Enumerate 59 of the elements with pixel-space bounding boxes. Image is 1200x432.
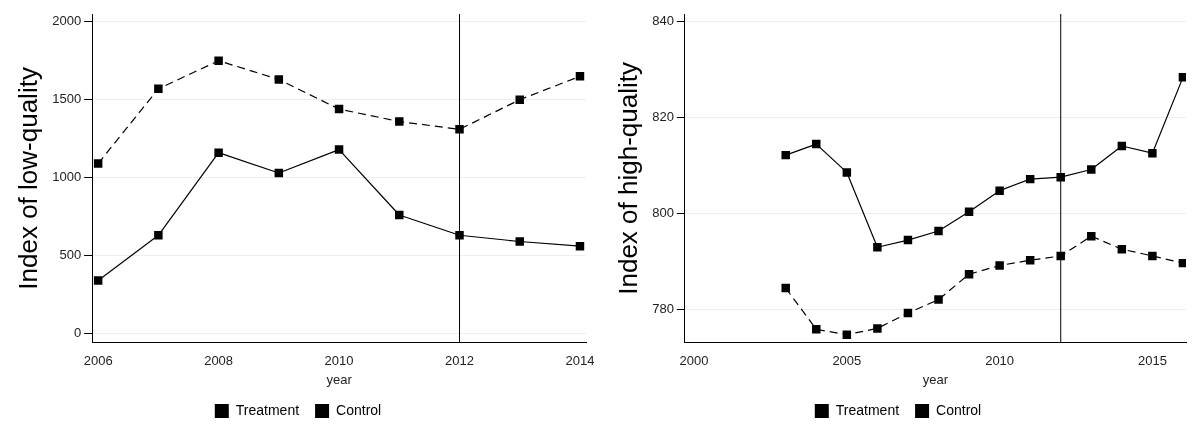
point	[214, 56, 223, 65]
y-tick-label: 840	[652, 12, 674, 28]
point	[515, 237, 524, 246]
y-tick-label: 500	[59, 247, 82, 263]
point	[1178, 73, 1186, 82]
point	[1087, 232, 1096, 241]
x-axis-title: year	[326, 371, 353, 387]
point	[842, 330, 852, 339]
point	[154, 84, 163, 94]
point	[334, 145, 344, 154]
point	[873, 243, 882, 252]
point	[214, 148, 223, 157]
x-tick-label: 2010	[985, 353, 1015, 369]
y-axis-title: Index of low-quality	[12, 67, 43, 290]
legend-label: Control	[336, 401, 382, 418]
point	[934, 226, 943, 236]
point	[812, 325, 821, 334]
x-tick-label: 2014	[565, 353, 595, 369]
x-tick-label: 2006	[83, 353, 113, 369]
point	[995, 261, 1004, 270]
y-tick-label: 0	[73, 325, 82, 341]
point	[455, 231, 464, 240]
x-tick-label: 2010	[324, 353, 354, 369]
legend-label: Treatment	[235, 401, 300, 418]
y-tick-label: 780	[652, 300, 674, 316]
point	[995, 186, 1004, 195]
point	[395, 117, 404, 126]
x-tick-label: 2005	[832, 353, 862, 369]
x-tick-label: 2008	[204, 353, 234, 369]
y-tick-label: 1000	[52, 169, 82, 185]
point	[575, 72, 585, 81]
legend-label: Control	[936, 401, 982, 418]
point	[515, 95, 524, 104]
point	[93, 159, 103, 168]
point	[1148, 148, 1157, 158]
point	[1178, 258, 1186, 268]
point	[781, 283, 790, 293]
point	[1087, 165, 1096, 174]
point	[812, 139, 821, 149]
point	[781, 150, 790, 160]
point	[934, 295, 943, 304]
x-tick-label: 2012	[445, 353, 474, 369]
y-tick-label: 800	[652, 204, 674, 220]
legend-label: Treatment	[835, 401, 900, 418]
point	[873, 324, 882, 333]
point	[455, 125, 464, 134]
x-tick-label: 2000	[679, 353, 709, 369]
point	[842, 168, 852, 177]
point	[93, 276, 103, 285]
y-tick-label: 2000	[52, 13, 82, 29]
point	[274, 75, 284, 84]
point	[1148, 251, 1157, 261]
point	[154, 231, 163, 240]
x-tick-label: 2015	[1137, 353, 1167, 369]
y-axis-title: Index of high-quality	[612, 62, 643, 295]
y-tick-label: 820	[652, 108, 674, 124]
y-tick-label: 1500	[52, 91, 82, 107]
point	[395, 210, 404, 220]
x-axis-title: year	[922, 371, 949, 387]
